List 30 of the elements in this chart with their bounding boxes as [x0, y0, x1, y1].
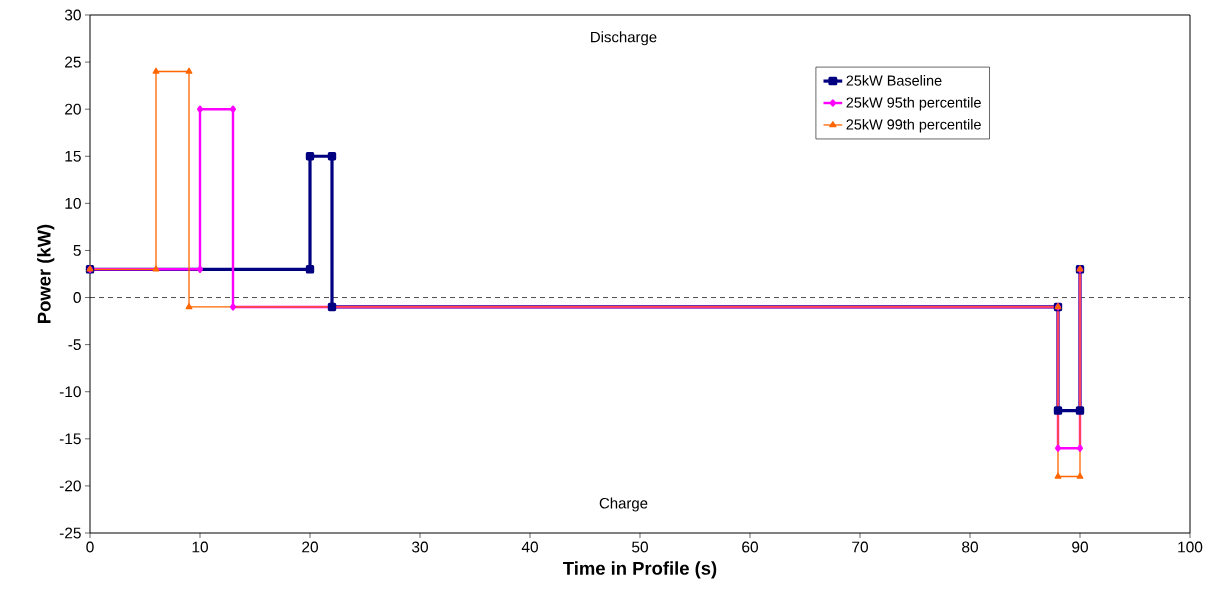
y-tick-label: 20	[65, 103, 81, 115]
x-tick-label: 100	[1178, 541, 1203, 553]
y-tick-label: 10	[65, 197, 81, 209]
y-tick-label: -15	[59, 433, 81, 445]
y-tick-label: 30	[64, 9, 81, 21]
x-tick-label: 90	[1072, 541, 1088, 553]
legend-label: 25kW Baseline	[846, 75, 942, 86]
annotation: Charge	[599, 497, 648, 512]
x-tick-label: 10	[192, 541, 208, 553]
x-tick-label: 0	[86, 541, 94, 553]
x-tick-label: 60	[742, 541, 758, 553]
x-axis-title: Time in Profile (s)	[563, 561, 717, 579]
y-tick-label: -25	[59, 527, 81, 539]
y-axis-title: Power (kW)	[37, 224, 55, 323]
x-tick-label: 40	[521, 541, 538, 553]
x-tick-label: 50	[632, 541, 648, 553]
x-tick-label: 80	[962, 541, 978, 553]
y-tick-label: 15	[65, 150, 81, 162]
annotation: Discharge	[591, 31, 657, 46]
x-tick-label: 70	[852, 541, 868, 553]
x-tick-label: 20	[302, 541, 318, 553]
y-tick-label: 25	[65, 56, 81, 68]
y-tick-label: -5	[68, 339, 81, 351]
y-tick-label: -10	[59, 386, 81, 398]
x-tick-label: 30	[412, 541, 428, 553]
y-tick-label: 0	[73, 292, 81, 304]
y-tick-label: -20	[59, 480, 81, 492]
y-tick-label: 5	[73, 245, 81, 256]
legend-label: 25kW 99th percentile	[846, 118, 981, 133]
legend-label: 25kW 95th percentile	[846, 97, 981, 111]
